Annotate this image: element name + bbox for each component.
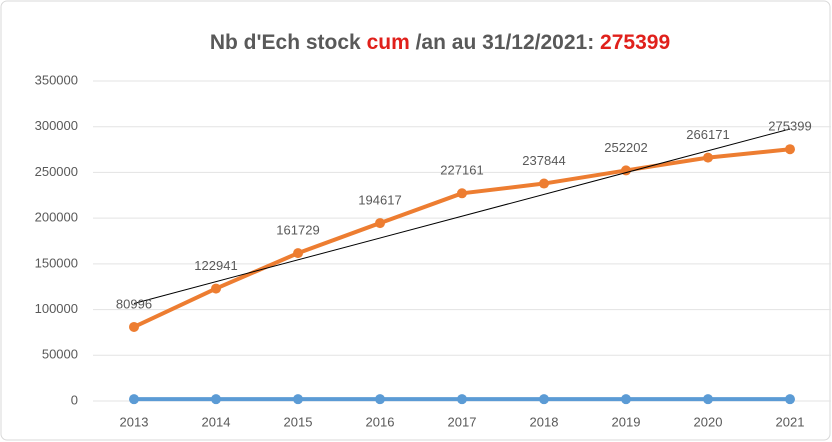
data-label: 266171 (686, 127, 729, 142)
x-tick-label: 2019 (612, 414, 641, 429)
x-tick-label: 2014 (202, 414, 231, 429)
point (293, 248, 303, 259)
y-tick-label: 150000 (35, 255, 78, 270)
data-label: 252202 (604, 140, 647, 155)
x-tick-label: 2015 (284, 414, 313, 429)
data-label: 237844 (522, 153, 565, 168)
y-tick-label: 100000 (35, 301, 78, 316)
data-label: 122941 (194, 258, 237, 273)
y-tick-label: 0 (71, 392, 78, 407)
point (129, 321, 139, 332)
x-tick-label: 2018 (530, 414, 559, 429)
y-tick-label: 300000 (35, 118, 78, 133)
y-tick-label: 250000 (35, 164, 78, 179)
title-part: cum (367, 31, 410, 54)
data-label: 275399 (768, 119, 811, 134)
point (375, 218, 385, 229)
data-label: 227161 (440, 163, 483, 178)
data-label: 80996 (116, 296, 152, 311)
y-tick-label: 50000 (42, 347, 78, 362)
point (129, 394, 139, 405)
x-tick-label: 2013 (120, 414, 149, 429)
x-tick-label: 2021 (776, 414, 805, 429)
point (375, 394, 385, 405)
data-label: 161729 (276, 223, 319, 238)
point (621, 394, 631, 405)
x-tick-label: 2017 (448, 414, 477, 429)
y-tick-label: 200000 (35, 210, 78, 225)
x-tick-label: 2020 (694, 414, 723, 429)
point (785, 394, 795, 405)
point (703, 394, 713, 405)
title-part: 275399 (600, 31, 670, 54)
trendline (133, 128, 791, 304)
chart-title: Nb d'Ech stock cum /an au 31/12/2021: 27… (210, 31, 670, 54)
point (211, 394, 221, 405)
point (293, 394, 303, 405)
data-label: 194617 (358, 193, 401, 208)
title-part: Nb d'Ech stock (210, 31, 367, 54)
point (539, 394, 549, 405)
point (539, 178, 549, 189)
point (785, 144, 795, 155)
y-tick-label: 350000 (35, 72, 78, 87)
point (211, 283, 221, 294)
title-part: /an au 31/12/2021: (410, 31, 600, 54)
point (703, 152, 713, 163)
x-tick-label: 2016 (366, 414, 395, 429)
point (457, 394, 467, 405)
point (457, 188, 467, 199)
